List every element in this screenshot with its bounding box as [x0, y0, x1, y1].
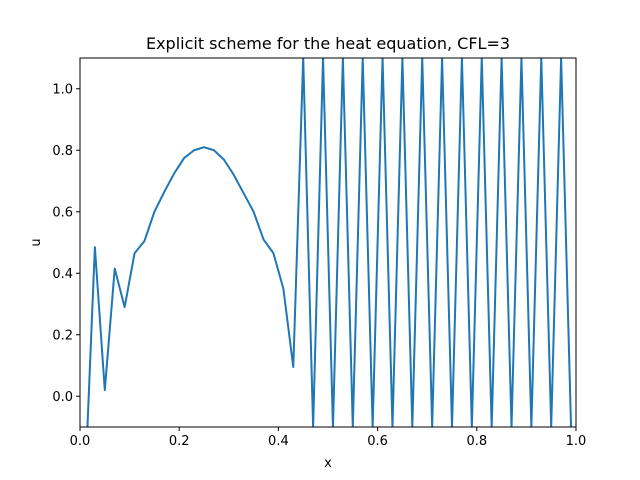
y-axis-label: u	[29, 238, 44, 246]
chart-title: Explicit scheme for the heat equation, C…	[146, 34, 510, 53]
x-tick-label: 1.0	[566, 434, 587, 449]
y-tick-label: 0.6	[52, 205, 73, 220]
y-tick-label: 0.2	[52, 328, 73, 343]
x-axis: 0.0 0.2 0.4 0.6 0.8 1.0	[70, 427, 587, 449]
plot-frame	[79, 57, 577, 428]
x-axis-label: x	[324, 456, 332, 471]
x-tick-label: 0.4	[268, 434, 289, 449]
series-line-0	[86, 58, 573, 427]
x-tick-label: 0.2	[169, 434, 190, 449]
x-tick-label: 0.6	[367, 434, 388, 449]
x-tick-label: 0.8	[466, 434, 487, 449]
x-tick-label: 0.0	[70, 434, 91, 449]
y-tick-label: 0.4	[52, 267, 73, 282]
y-tick-label: 1.0	[52, 82, 73, 97]
y-tick-label: 0.0	[52, 390, 73, 405]
y-axis: 0.0 0.2 0.4 0.6 0.8 1.0	[52, 82, 80, 405]
y-tick-label: 0.8	[52, 144, 73, 159]
plot-lines	[86, 58, 573, 427]
